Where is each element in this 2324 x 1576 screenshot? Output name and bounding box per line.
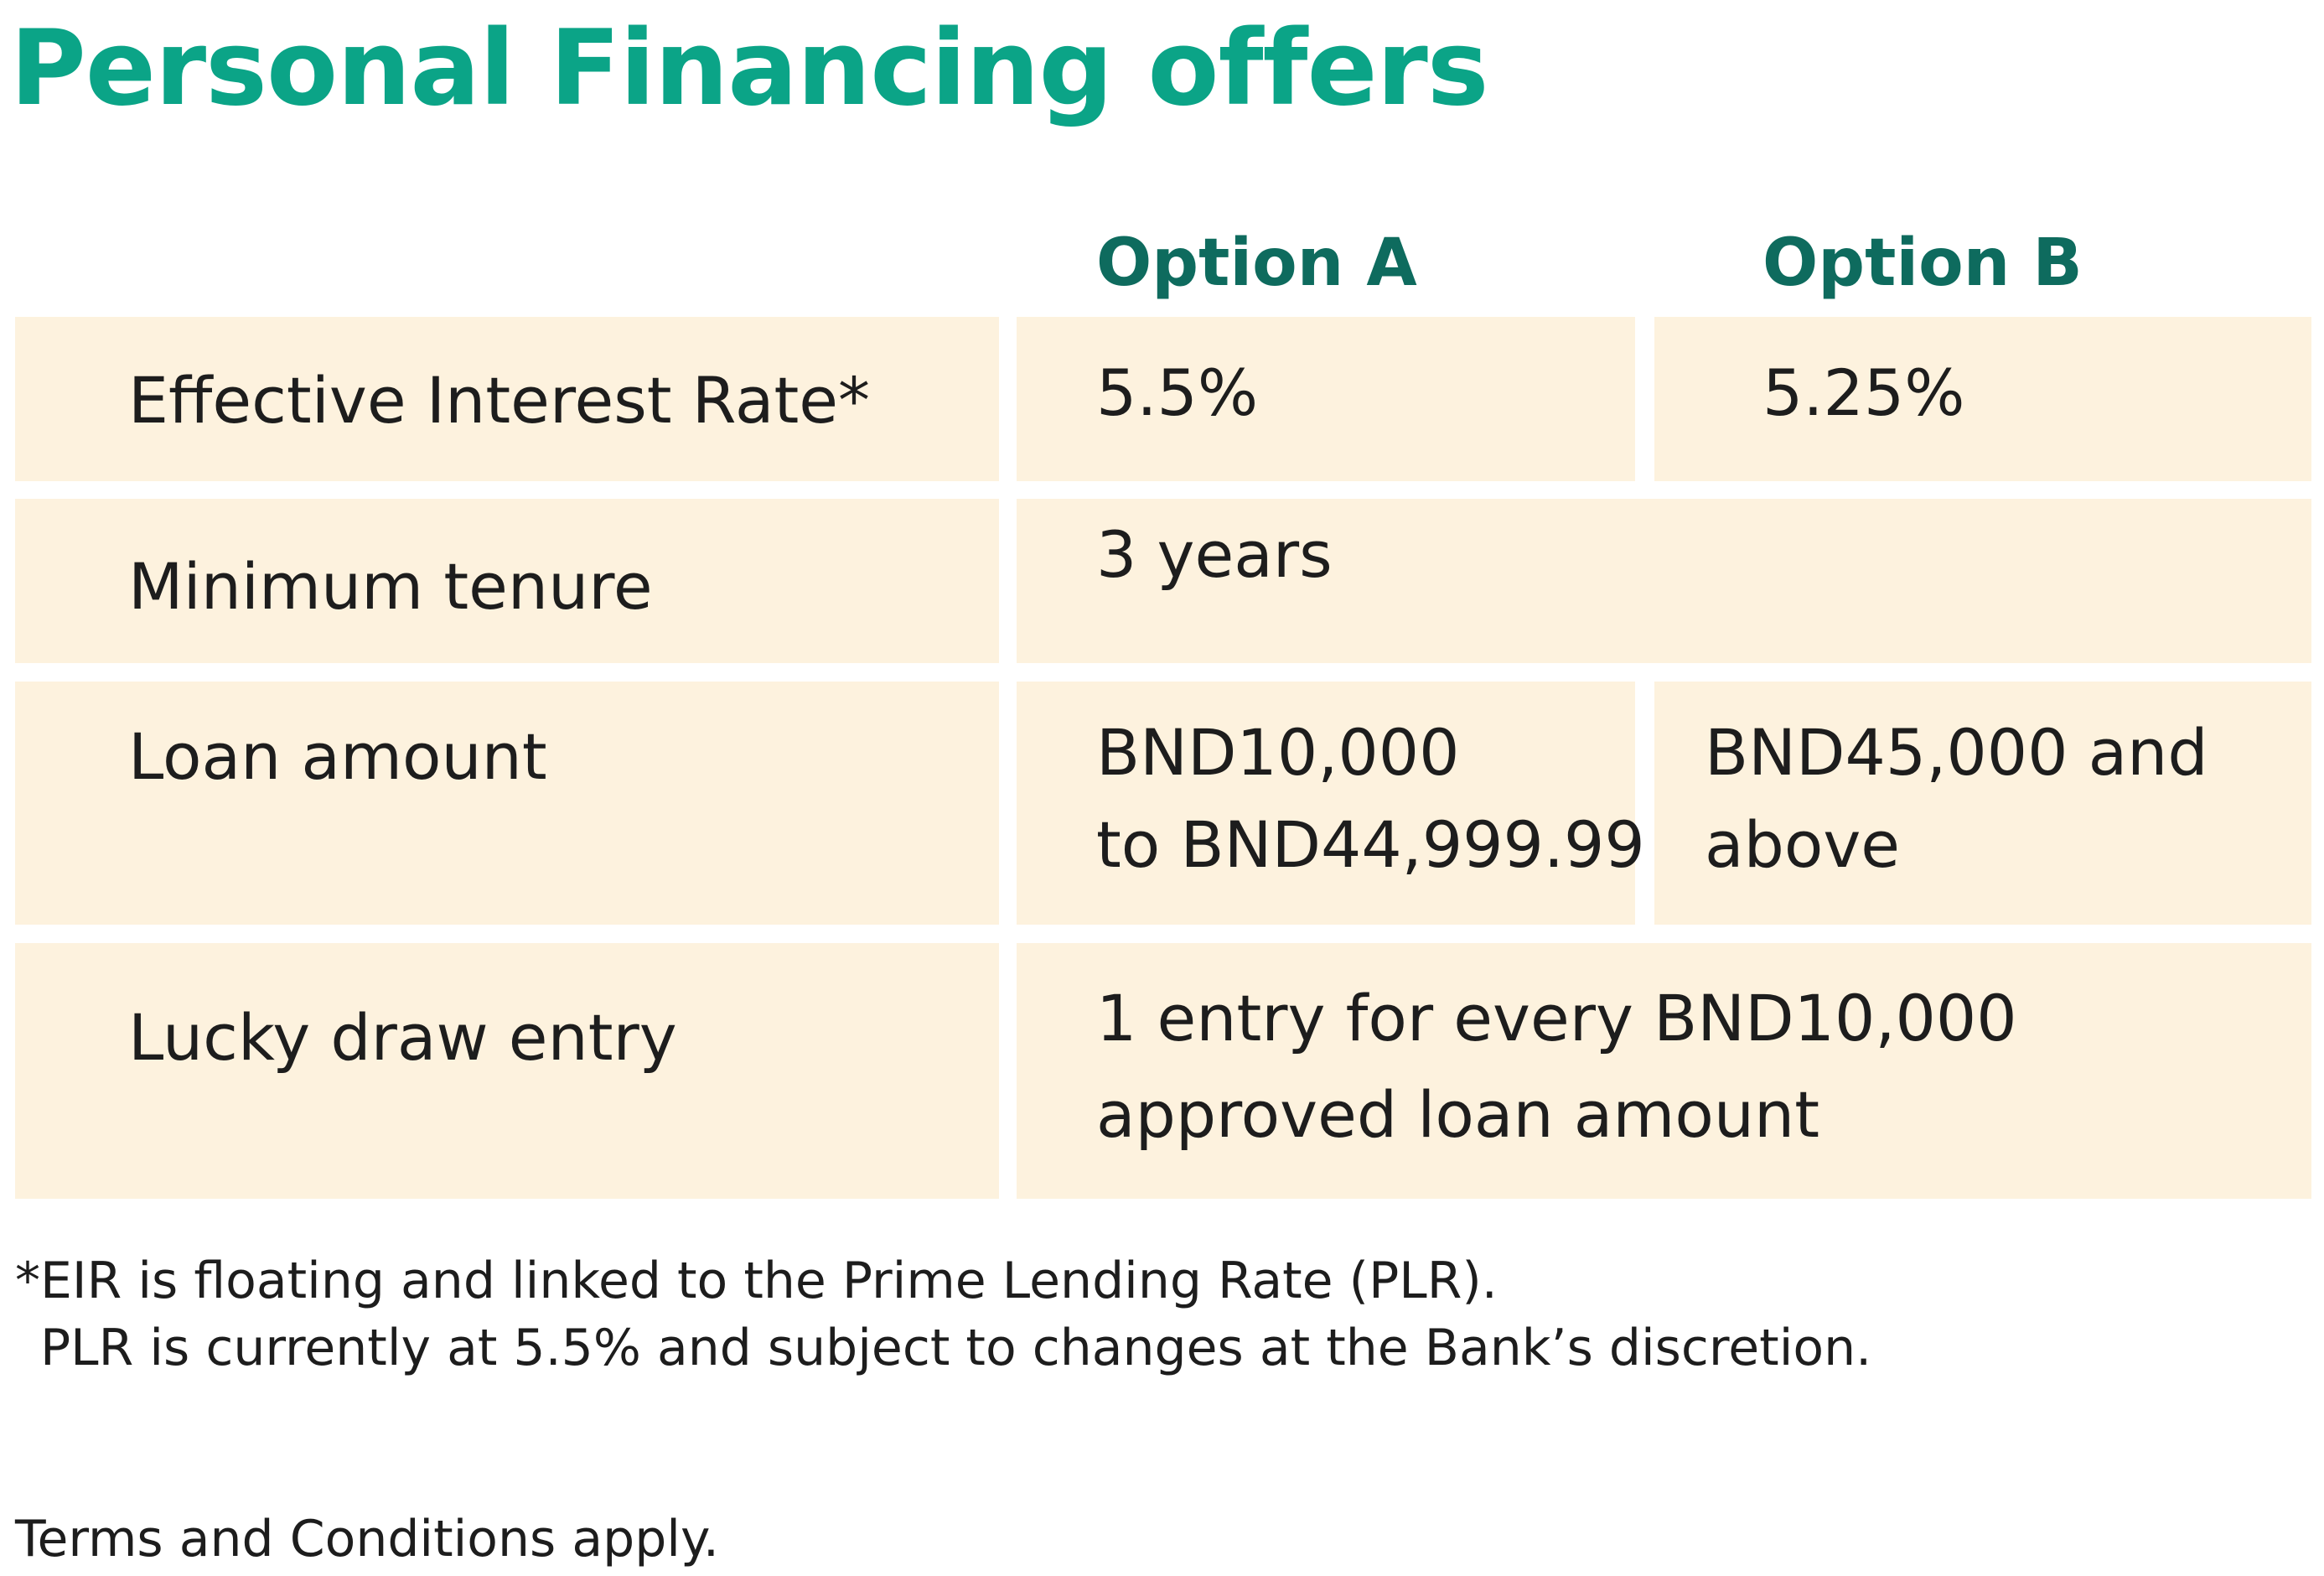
- row-label-effective-interest-rate: Effective Interest Rate*: [128, 363, 871, 438]
- row-label-minimum-tenure: Minimum tenure: [128, 549, 653, 624]
- option-a-cell: 5.5%: [1017, 317, 1635, 481]
- lucky-draw-entry-line2: approved loan amount: [1096, 1077, 1820, 1152]
- footnote-line1: *EIR is floating and linked to the Prime…: [15, 1252, 1498, 1310]
- option-b-loan-amount-line1: BND45,000 and: [1705, 715, 2208, 790]
- option-b-cell: BND45,000 and above: [1654, 682, 2311, 925]
- minimum-tenure-value: 3 years: [1096, 517, 1333, 592]
- option-b-cell: 5.25%: [1654, 317, 2311, 481]
- option-b-loan-amount-line2: above: [1705, 807, 1901, 882]
- option-b-interest-rate: 5.25%: [1762, 355, 1965, 430]
- lucky-draw-entry-line1: 1 entry for every BND10,000: [1096, 981, 2017, 1055]
- column-header-option-a: Option A: [1096, 226, 1417, 301]
- footnote-line2: PLR is currently at 5.5% and subject to …: [40, 1319, 1872, 1377]
- option-a-cell: BND10,000 to BND44,999.99: [1017, 682, 1645, 925]
- merged-value-cell: 3 years: [1017, 499, 2311, 663]
- page-title: Personal Financing offers: [10, 8, 1489, 129]
- option-a-loan-amount-line2: to BND44,999.99: [1096, 807, 1645, 882]
- option-a-interest-rate: 5.5%: [1096, 355, 1259, 430]
- row-label-loan-amount: Loan amount: [128, 719, 547, 794]
- row-label-cell: Lucky draw entry: [15, 943, 999, 1199]
- terms-and-conditions: Terms and Conditions apply.: [15, 1510, 719, 1568]
- row-label-cell: Loan amount: [15, 682, 999, 925]
- row-label-lucky-draw-entry: Lucky draw entry: [128, 1000, 677, 1075]
- option-a-loan-amount-line1: BND10,000: [1096, 715, 1460, 790]
- row-label-cell: Effective Interest Rate*: [15, 317, 999, 481]
- row-label-cell: Minimum tenure: [15, 499, 999, 663]
- column-header-option-b: Option B: [1762, 226, 2083, 301]
- merged-value-cell: 1 entry for every BND10,000 approved loa…: [1017, 943, 2311, 1199]
